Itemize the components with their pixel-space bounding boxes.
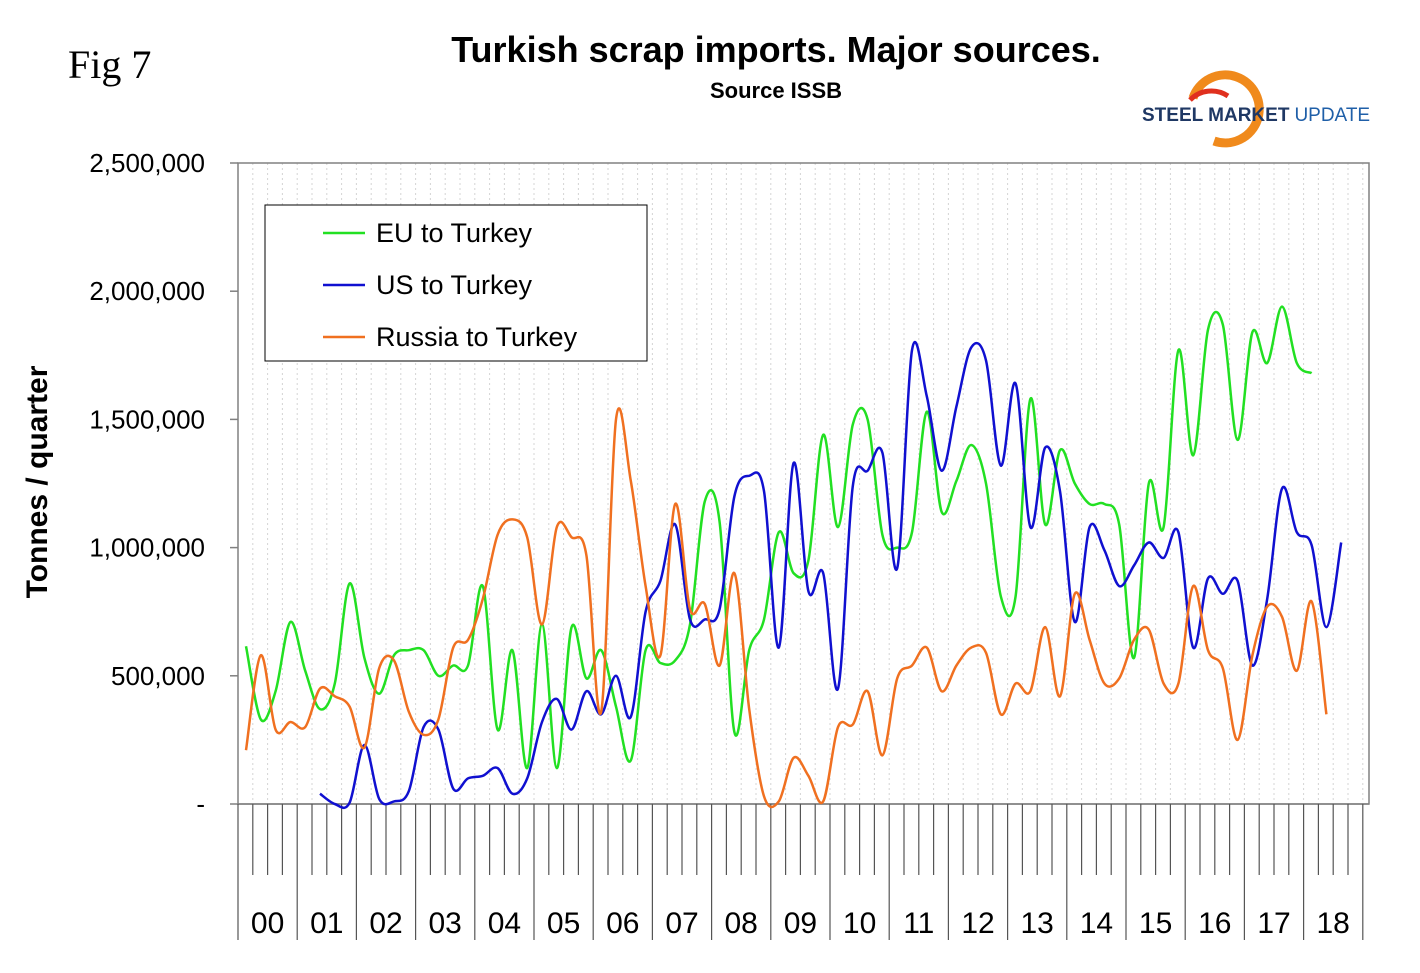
x-year-label: 02	[369, 907, 402, 940]
logo-brand-light: UPDATE	[1294, 105, 1370, 126]
x-year-label: 16	[1198, 907, 1231, 940]
y-tick-label: 2,000,000	[89, 276, 205, 306]
legend-label: EU to Turkey	[376, 218, 533, 248]
x-axis-ticks: 00 01 02 03 04 05 06 07 08 09 10 11 12 13 14 15 16 17 18	[237, 804, 1364, 940]
x-year-label: 09	[784, 907, 817, 940]
series-us-to-turkey	[319, 340, 1343, 810]
x-year-label: 07	[665, 907, 698, 940]
y-axis-label: Tonnes / quarter	[21, 365, 54, 598]
x-year-label: 15	[1139, 907, 1172, 940]
x-year-label: 13	[1021, 907, 1054, 940]
y-tick-label: 2,500,000	[89, 148, 205, 178]
legend: EU to Turkey US to Turkey Russia to Turkey	[264, 204, 648, 362]
x-year-label: 10	[843, 907, 876, 940]
x-year-label: 17	[1257, 907, 1290, 940]
y-tick-label: 1,500,000	[89, 404, 205, 434]
legend-label: Russia to Turkey	[376, 322, 578, 352]
series-line	[319, 340, 1343, 810]
y-tick-label: -	[196, 789, 205, 819]
series-eu-to-turkey	[244, 305, 1313, 770]
series-line	[244, 407, 1328, 809]
x-year-label: 18	[1317, 907, 1350, 940]
logo-text: STEEL MARKET UPDATE	[1142, 105, 1370, 126]
x-year-label: 14	[1080, 907, 1113, 940]
x-year-label: 00	[251, 907, 284, 940]
x-year-label: 12	[961, 907, 994, 940]
y-axis-ticks: - 500,000 1,000,000 1,500,000 2,000,000 2,500…	[89, 148, 238, 819]
series-line	[244, 305, 1313, 770]
series-russia-to-turkey	[244, 407, 1328, 809]
y-tick-label: 1,000,000	[89, 533, 205, 563]
logo-brand-bold: STEEL MARKET	[1142, 105, 1290, 126]
logo-swoosh-icon	[1188, 70, 1264, 148]
x-year-label: 03	[429, 907, 462, 940]
steel-market-update-logo: STEEL MARKET UPDATE	[1142, 70, 1370, 148]
chart-subtitle: Source ISSB	[710, 78, 842, 103]
legend-box	[264, 204, 648, 362]
x-year-label: 06	[606, 907, 639, 940]
x-year-label: 11	[903, 907, 934, 940]
y-tick-label: 500,000	[111, 661, 205, 691]
x-year-label: 01	[310, 907, 343, 940]
x-year-label: 08	[725, 907, 758, 940]
x-year-label: 04	[488, 907, 521, 940]
chart-title: Turkish scrap imports. Major sources.	[451, 29, 1101, 70]
x-year-label: 05	[547, 907, 580, 940]
legend-label: US to Turkey	[376, 270, 533, 300]
figure-label: Fig 7	[68, 42, 151, 87]
series-lines	[244, 305, 1343, 810]
